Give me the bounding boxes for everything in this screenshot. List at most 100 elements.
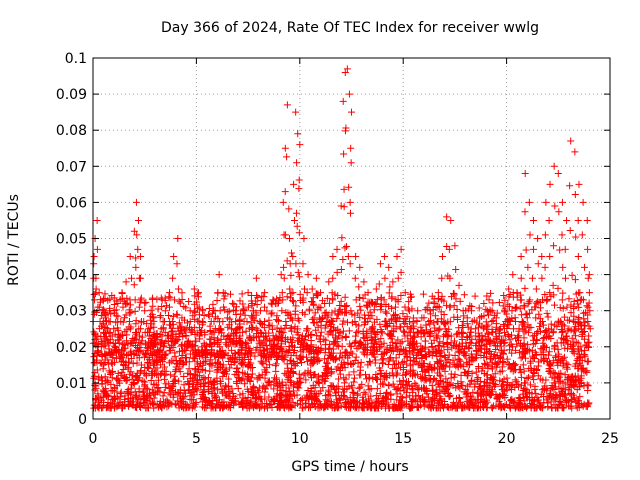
data-point [232, 318, 240, 326]
band-point [313, 377, 321, 385]
band-point [444, 403, 452, 411]
band-point [247, 319, 255, 327]
data-point [472, 354, 480, 362]
data-point [401, 303, 409, 311]
data-point [223, 333, 231, 341]
band-point [533, 298, 541, 306]
data-point [346, 260, 354, 268]
data-point [148, 351, 156, 359]
band-point [570, 297, 578, 305]
band-point [269, 395, 277, 403]
data-point [468, 318, 476, 326]
band-point [436, 338, 444, 346]
band-point [298, 332, 306, 340]
band-point [302, 376, 310, 384]
data-point [278, 307, 286, 315]
band-point [133, 401, 141, 409]
data-point [356, 302, 364, 310]
data-point [233, 328, 241, 336]
band-point [390, 361, 398, 369]
band-point [213, 366, 221, 374]
band-point [243, 385, 251, 393]
band-point [290, 387, 298, 395]
band-point [544, 399, 552, 407]
data-point [339, 255, 347, 263]
data-point [392, 318, 400, 326]
band-point [440, 343, 448, 351]
band-point [310, 314, 318, 322]
data-point [154, 346, 162, 354]
band-point [117, 390, 125, 398]
data-point [386, 283, 394, 291]
band-point [116, 393, 124, 401]
data-point [345, 183, 353, 191]
band-point [515, 399, 523, 407]
data-point [425, 328, 433, 336]
band-point [293, 391, 301, 399]
band-point [556, 304, 564, 312]
data-point [158, 354, 166, 362]
band-point [298, 404, 306, 412]
data-point [499, 350, 507, 358]
band-point [95, 373, 103, 381]
data-point [472, 332, 480, 340]
band-point [393, 385, 401, 393]
band-point [446, 391, 454, 399]
data-point [160, 339, 168, 347]
data-point [496, 325, 504, 333]
band-point [307, 341, 315, 349]
band-point [354, 359, 362, 367]
data-point [98, 307, 106, 315]
band-point [411, 379, 419, 387]
band-point [566, 376, 574, 384]
data-point [304, 325, 312, 333]
band-point [263, 342, 271, 350]
data-point [381, 253, 389, 261]
band-point [194, 317, 202, 325]
band-point [406, 368, 414, 376]
data-point [315, 303, 323, 311]
band-point [232, 303, 240, 311]
band-point [94, 394, 102, 402]
data-point [360, 278, 368, 286]
band-point [200, 386, 208, 394]
data-point [364, 289, 372, 297]
data-point [281, 188, 289, 196]
data-point [98, 350, 106, 358]
band-point [403, 323, 411, 331]
band-point [394, 384, 402, 392]
band-point [307, 388, 315, 396]
band-point [191, 400, 199, 408]
data-point [513, 289, 521, 297]
data-point [283, 257, 291, 265]
band-point [570, 304, 578, 312]
data-point [392, 296, 400, 304]
band-point [201, 367, 209, 375]
band-point [560, 359, 568, 367]
band-point [468, 335, 476, 343]
band-point [351, 374, 359, 382]
data-point [171, 339, 179, 347]
data-point [450, 337, 458, 345]
data-point [575, 325, 583, 333]
band-point [533, 336, 541, 344]
data-point [526, 231, 534, 239]
band-point [571, 372, 579, 380]
band-point [514, 383, 522, 391]
band-point [249, 402, 257, 410]
band-point [104, 376, 112, 384]
data-point [93, 216, 101, 224]
band-point [306, 348, 314, 356]
band-point [141, 363, 149, 371]
band-point [521, 344, 529, 352]
data-point [202, 357, 210, 365]
band-point [211, 359, 219, 367]
data-point [343, 65, 351, 73]
band-point [493, 309, 501, 317]
band-point [376, 375, 384, 383]
band-point [462, 369, 470, 377]
band-point [315, 357, 323, 365]
data-point [101, 314, 109, 322]
band-point [95, 403, 103, 411]
data-point [191, 300, 199, 308]
